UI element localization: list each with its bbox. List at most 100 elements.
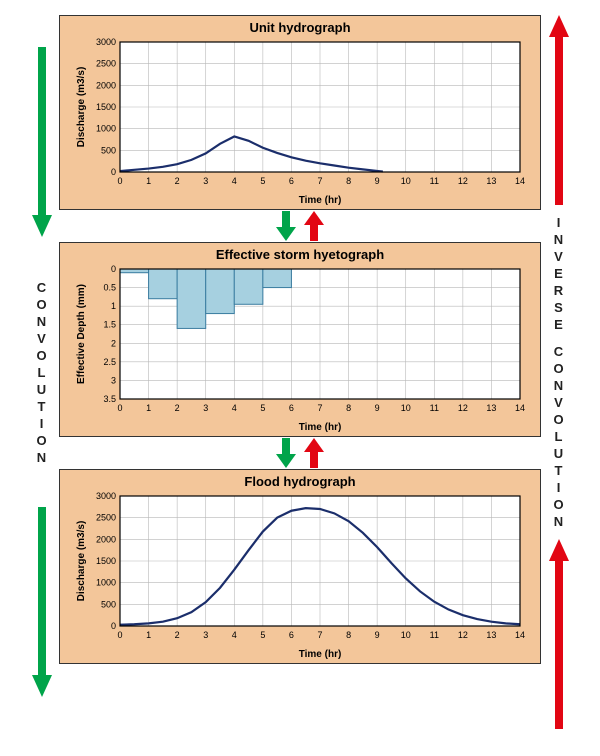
svg-text:7: 7 xyxy=(317,630,322,640)
svg-text:2: 2 xyxy=(175,403,180,413)
svg-text:Discharge (m3/s): Discharge (m3/s) xyxy=(76,521,87,602)
svg-text:Effective Depth (mm): Effective Depth (mm) xyxy=(76,284,87,384)
svg-text:10: 10 xyxy=(401,403,411,413)
svg-text:3: 3 xyxy=(111,375,116,385)
svg-text:3000: 3000 xyxy=(96,491,116,501)
svg-text:8: 8 xyxy=(346,176,351,186)
svg-text:Discharge (m3/s): Discharge (m3/s) xyxy=(76,67,87,148)
svg-text:13: 13 xyxy=(486,176,496,186)
chart2-title: Effective storm hyetograph xyxy=(70,247,530,262)
svg-text:4: 4 xyxy=(232,176,237,186)
svg-text:0: 0 xyxy=(117,630,122,640)
connector-1 xyxy=(59,210,541,242)
svg-text:6: 6 xyxy=(289,630,294,640)
connector-2-down xyxy=(275,438,297,468)
svg-text:0: 0 xyxy=(111,167,116,177)
svg-text:500: 500 xyxy=(101,599,116,609)
right-arrow-top-wrap xyxy=(547,15,571,205)
svg-text:3.5: 3.5 xyxy=(103,394,116,404)
panel-flood-hydrograph: Flood hydrograph 01234567891011121314050… xyxy=(59,469,541,664)
chart1-svg: 0123456789101112131405001000150020002500… xyxy=(70,37,530,207)
svg-text:5: 5 xyxy=(260,630,265,640)
svg-text:5: 5 xyxy=(260,403,265,413)
svg-text:2: 2 xyxy=(175,176,180,186)
svg-text:3: 3 xyxy=(203,176,208,186)
svg-text:13: 13 xyxy=(486,630,496,640)
svg-text:2000: 2000 xyxy=(96,80,116,90)
svg-text:11: 11 xyxy=(430,630,439,640)
svg-text:2000: 2000 xyxy=(96,534,116,544)
diagram-container: CONVOLUTION Unit hydrograph 012345678910… xyxy=(24,15,576,729)
chart3-svg: 0123456789101112131405001000150020002500… xyxy=(70,491,530,661)
center-panels: Unit hydrograph 012345678910111213140500… xyxy=(59,15,541,729)
arrow-left-top xyxy=(30,47,54,237)
svg-text:3: 3 xyxy=(203,630,208,640)
svg-text:6: 6 xyxy=(289,403,294,413)
left-arrow-bottom-wrap xyxy=(30,475,54,730)
left-arrow-top-wrap xyxy=(30,15,54,270)
connector-2-up xyxy=(303,438,325,468)
svg-text:Time (hr): Time (hr) xyxy=(299,195,342,206)
connector-2 xyxy=(59,437,541,469)
right-side: INVERSECONVOLUTION xyxy=(541,15,576,729)
svg-text:500: 500 xyxy=(101,145,116,155)
panel-unit-hydrograph: Unit hydrograph 012345678910111213140500… xyxy=(59,15,541,210)
svg-text:9: 9 xyxy=(375,403,380,413)
svg-text:4: 4 xyxy=(232,403,237,413)
left-label-wrap: CONVOLUTION xyxy=(36,270,46,475)
arrow-right-top xyxy=(547,15,571,205)
panel-hyetograph: Effective storm hyetograph 0123456789101… xyxy=(59,242,541,437)
chart2-svg: 0123456789101112131400.511.522.533.5Time… xyxy=(70,264,530,434)
svg-text:1000: 1000 xyxy=(96,578,116,588)
left-side: CONVOLUTION xyxy=(24,15,59,729)
svg-text:Time (hr): Time (hr) xyxy=(299,649,342,660)
svg-text:3: 3 xyxy=(203,403,208,413)
chart3-title: Flood hydrograph xyxy=(70,474,530,489)
svg-text:5: 5 xyxy=(260,176,265,186)
svg-text:7: 7 xyxy=(317,176,322,186)
svg-text:14: 14 xyxy=(515,630,525,640)
svg-text:2500: 2500 xyxy=(96,513,116,523)
connector-1-up xyxy=(303,211,325,241)
svg-text:0: 0 xyxy=(111,264,116,274)
svg-text:12: 12 xyxy=(458,403,468,413)
svg-text:7: 7 xyxy=(317,403,322,413)
svg-text:11: 11 xyxy=(430,403,439,413)
svg-text:14: 14 xyxy=(515,176,525,186)
svg-text:10: 10 xyxy=(401,630,411,640)
svg-text:0: 0 xyxy=(111,621,116,631)
svg-text:0.5: 0.5 xyxy=(103,283,116,293)
chart1-title: Unit hydrograph xyxy=(70,20,530,35)
arrow-left-bottom xyxy=(30,507,54,697)
svg-text:6: 6 xyxy=(289,176,294,186)
svg-text:1: 1 xyxy=(111,301,116,311)
svg-text:1: 1 xyxy=(146,176,151,186)
svg-text:2: 2 xyxy=(111,338,116,348)
svg-text:1: 1 xyxy=(146,630,151,640)
svg-text:1500: 1500 xyxy=(96,556,116,566)
arrow-right-bottom xyxy=(547,539,571,729)
svg-text:2.5: 2.5 xyxy=(103,357,116,367)
left-vertical-label: CONVOLUTION xyxy=(36,280,46,465)
svg-text:13: 13 xyxy=(486,403,496,413)
svg-text:0: 0 xyxy=(117,176,122,186)
svg-text:12: 12 xyxy=(458,630,468,640)
svg-text:0: 0 xyxy=(117,403,122,413)
svg-text:3000: 3000 xyxy=(96,37,116,47)
svg-text:2: 2 xyxy=(175,630,180,640)
svg-text:8: 8 xyxy=(346,403,351,413)
right-vertical-label: INVERSECONVOLUTION xyxy=(553,215,563,529)
svg-text:2500: 2500 xyxy=(96,59,116,69)
svg-text:1500: 1500 xyxy=(96,102,116,112)
svg-text:14: 14 xyxy=(515,403,525,413)
svg-text:9: 9 xyxy=(375,176,380,186)
svg-text:1.5: 1.5 xyxy=(103,320,116,330)
svg-text:Time (hr): Time (hr) xyxy=(299,422,342,433)
svg-text:8: 8 xyxy=(346,630,351,640)
right-arrow-bottom-wrap xyxy=(547,539,571,729)
svg-text:11: 11 xyxy=(430,176,439,186)
svg-text:1000: 1000 xyxy=(96,124,116,134)
svg-text:9: 9 xyxy=(375,630,380,640)
connector-1-down xyxy=(275,211,297,241)
svg-text:12: 12 xyxy=(458,176,468,186)
